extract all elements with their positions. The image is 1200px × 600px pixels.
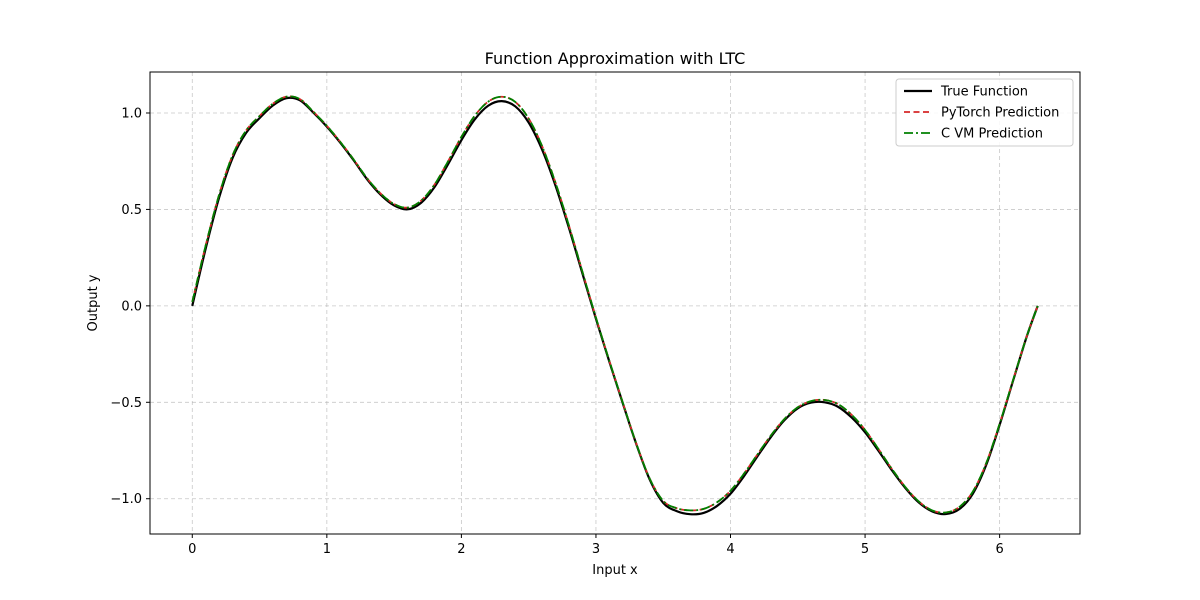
legend-label-pytorch-prediction: PyTorch Prediction bbox=[941, 106, 1059, 121]
x-axis-label: Input x bbox=[592, 563, 638, 578]
x-tick-label: 1 bbox=[323, 542, 331, 557]
series-line-c-vm-prediction bbox=[191, 95, 1039, 514]
series-group bbox=[191, 95, 1039, 516]
x-tick-label: 5 bbox=[861, 542, 869, 557]
legend-label-true-function: True Function bbox=[940, 85, 1028, 100]
y-tick-label: 0.0 bbox=[121, 299, 142, 314]
y-tick-label: −0.5 bbox=[110, 396, 142, 411]
x-tick-label: 4 bbox=[726, 542, 734, 557]
y-tick-label: 1.0 bbox=[121, 106, 142, 121]
y-tick-label: −1.0 bbox=[110, 492, 142, 507]
legend: True Function PyTorch Prediction C VM Pred… bbox=[895, 78, 1074, 147]
y-tick-label: 0.5 bbox=[121, 203, 142, 218]
x-tick-label: 0 bbox=[188, 542, 196, 557]
axis-ticks: 0 1 2 3 4 5 6 −1.0 −0.5 0.0 0.5 1.0 bbox=[110, 106, 1003, 557]
x-tick-label: 6 bbox=[995, 542, 1003, 557]
chart-title: Function Approximation with LTC bbox=[485, 49, 746, 68]
legend-label-c-vm-prediction: C VM Prediction bbox=[941, 127, 1043, 142]
y-axis-label: Output y bbox=[86, 274, 101, 331]
plot-area-frame bbox=[149, 71, 1081, 535]
legend-box bbox=[895, 78, 1074, 147]
x-tick-label: 3 bbox=[592, 542, 600, 557]
x-tick-label: 2 bbox=[457, 542, 465, 557]
grid bbox=[150, 72, 1080, 534]
